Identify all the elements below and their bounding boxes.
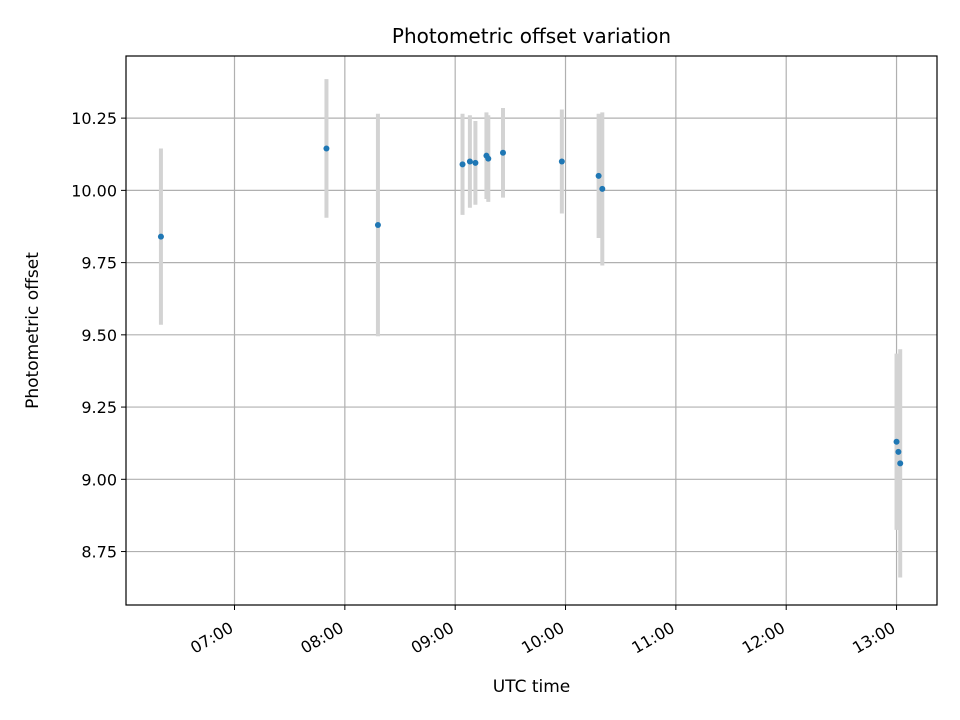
data-point bbox=[499, 149, 506, 156]
data-point bbox=[595, 172, 602, 179]
plot-frame bbox=[125, 55, 938, 606]
data-point bbox=[472, 159, 479, 166]
data-point bbox=[893, 438, 900, 445]
y-tick-label: 10.25 bbox=[71, 109, 117, 128]
chart-title: Photometric offset variation bbox=[392, 24, 671, 48]
y-tick-label: 9.00 bbox=[81, 470, 117, 489]
data-point bbox=[895, 448, 902, 455]
y-tick-label: 10.00 bbox=[71, 181, 117, 200]
y-tick-label: 8.75 bbox=[81, 543, 117, 562]
data-point bbox=[558, 158, 565, 165]
data-point bbox=[599, 185, 606, 192]
y-tick-label: 9.50 bbox=[81, 326, 117, 345]
data-point bbox=[157, 233, 164, 240]
y-tick-label: 9.25 bbox=[81, 398, 117, 417]
y-axis-label: Photometric offset bbox=[23, 252, 43, 409]
data-point bbox=[323, 145, 330, 152]
data-point bbox=[459, 161, 466, 168]
data-point bbox=[485, 155, 492, 162]
data-points bbox=[157, 145, 904, 467]
data-point bbox=[897, 460, 904, 467]
x-axis-label: UTC time bbox=[493, 677, 571, 697]
y-tick-label: 9.75 bbox=[81, 254, 117, 273]
data-point bbox=[466, 158, 473, 165]
data-point bbox=[374, 222, 381, 229]
